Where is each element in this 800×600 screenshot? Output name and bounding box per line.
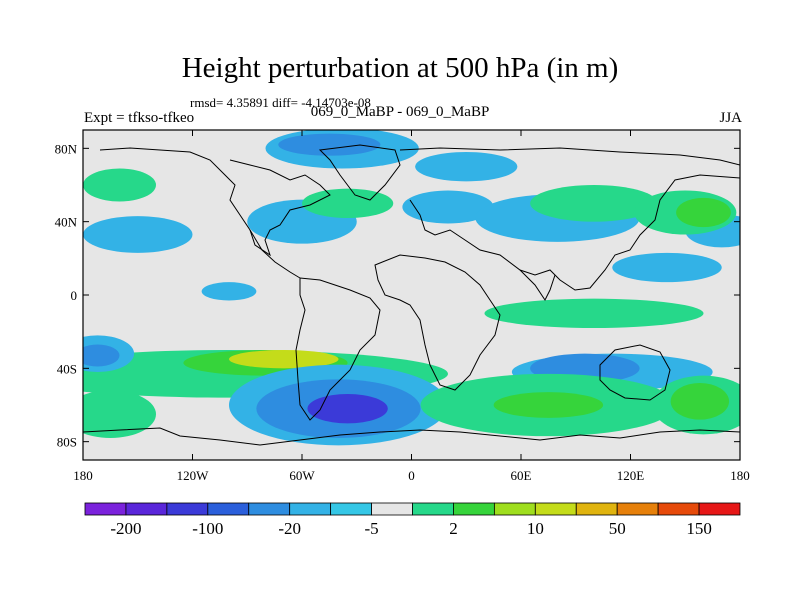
colorbar-swatch <box>534 502 577 516</box>
x-tick-label: 120W <box>177 468 210 483</box>
field-blob-9 <box>530 185 658 222</box>
x-tick-label: 0 <box>408 468 415 483</box>
colorbar-swatch <box>453 502 495 516</box>
coast-eurasia <box>399 147 740 291</box>
field-blob-3 <box>402 190 494 224</box>
colorbar-label: 50 <box>609 519 626 538</box>
colorbar-swatch <box>207 502 250 516</box>
field-blob-6 <box>83 216 193 253</box>
colorbar-swatch <box>166 502 209 516</box>
field-blob-29 <box>670 383 730 420</box>
x-tick-label: 60W <box>289 468 315 483</box>
coast-antarctica <box>83 427 740 446</box>
field-blob-30 <box>83 390 156 438</box>
field-blob-1 <box>278 133 381 156</box>
experiment-label: Expt = tfkso-tfkeo <box>84 110 195 126</box>
x-tick-label: 180 <box>73 468 93 483</box>
axes: 180 120W 60W 0 60E 120E 180 80N 40N 0 40S 80S <box>55 130 750 483</box>
colorbar-swatch <box>616 502 659 516</box>
field-blob-20 <box>229 350 339 369</box>
colorbar-swatch <box>248 502 291 516</box>
height-field <box>83 130 740 446</box>
field-blob-13 <box>612 252 722 283</box>
coastlines <box>83 144 740 446</box>
colorbar-swatch <box>657 502 700 516</box>
colorbar-label: 2 <box>449 519 458 538</box>
coast-greenland <box>318 144 401 201</box>
colorbar-label: -200 <box>110 519 141 538</box>
x-tick-label: 180 <box>730 468 750 483</box>
field-blob-8 <box>201 282 257 301</box>
field-blob-10 <box>83 168 156 202</box>
field-blob-22 <box>83 344 120 367</box>
coast-central-america <box>249 229 301 279</box>
y-tick-label: 40N <box>55 215 78 230</box>
colorbar-swatch <box>125 502 168 516</box>
x-tick-label: 60E <box>511 468 532 483</box>
colorbar-label: 150 <box>686 519 712 538</box>
colorbar-swatch <box>575 502 618 516</box>
subtitle: 069_0_MaBP - 069_0_MaBP <box>310 104 490 120</box>
colorbar-swatch <box>412 502 454 516</box>
coast-india <box>519 269 556 301</box>
y-tick-label: 80S <box>57 435 77 450</box>
coast-africa <box>374 254 501 391</box>
colorbar-swatch <box>330 502 372 516</box>
colorbar-label: 10 <box>527 519 544 538</box>
chart-title: Height perturbation at 500 hPa (in m) <box>181 52 619 84</box>
y-tick-label: 80N <box>55 141 78 156</box>
field-blob-14 <box>676 197 731 228</box>
field-blob-11 <box>302 188 394 218</box>
colorbar-swatch <box>289 502 332 516</box>
stats-line: rmsd= 4.35891 diff= -4.14703e-08 <box>190 95 371 110</box>
field-blob-2 <box>415 152 518 182</box>
colorbar-swatch <box>371 502 413 516</box>
field-blob-25 <box>307 394 388 424</box>
coast-south-america <box>295 277 381 421</box>
field-blob-27 <box>493 392 604 418</box>
colorbar: -200 -100 -20 -5 2 10 50 150 <box>84 502 741 538</box>
colorbar-swatch <box>84 502 127 516</box>
colorbar-swatch <box>698 502 741 516</box>
y-tick-label: 0 <box>71 288 78 303</box>
season-label: JJA <box>719 110 742 126</box>
colorbar-swatch <box>493 502 536 516</box>
coast-australia <box>599 344 671 401</box>
x-tick-label: 120E <box>617 468 645 483</box>
field-blob-15 <box>484 298 704 329</box>
colorbar-label: -5 <box>364 519 378 538</box>
colorbar-label: -100 <box>192 519 223 538</box>
colorbar-label: -20 <box>278 519 301 538</box>
coast-north-america <box>99 147 331 257</box>
y-tick-label: 40S <box>57 361 77 376</box>
